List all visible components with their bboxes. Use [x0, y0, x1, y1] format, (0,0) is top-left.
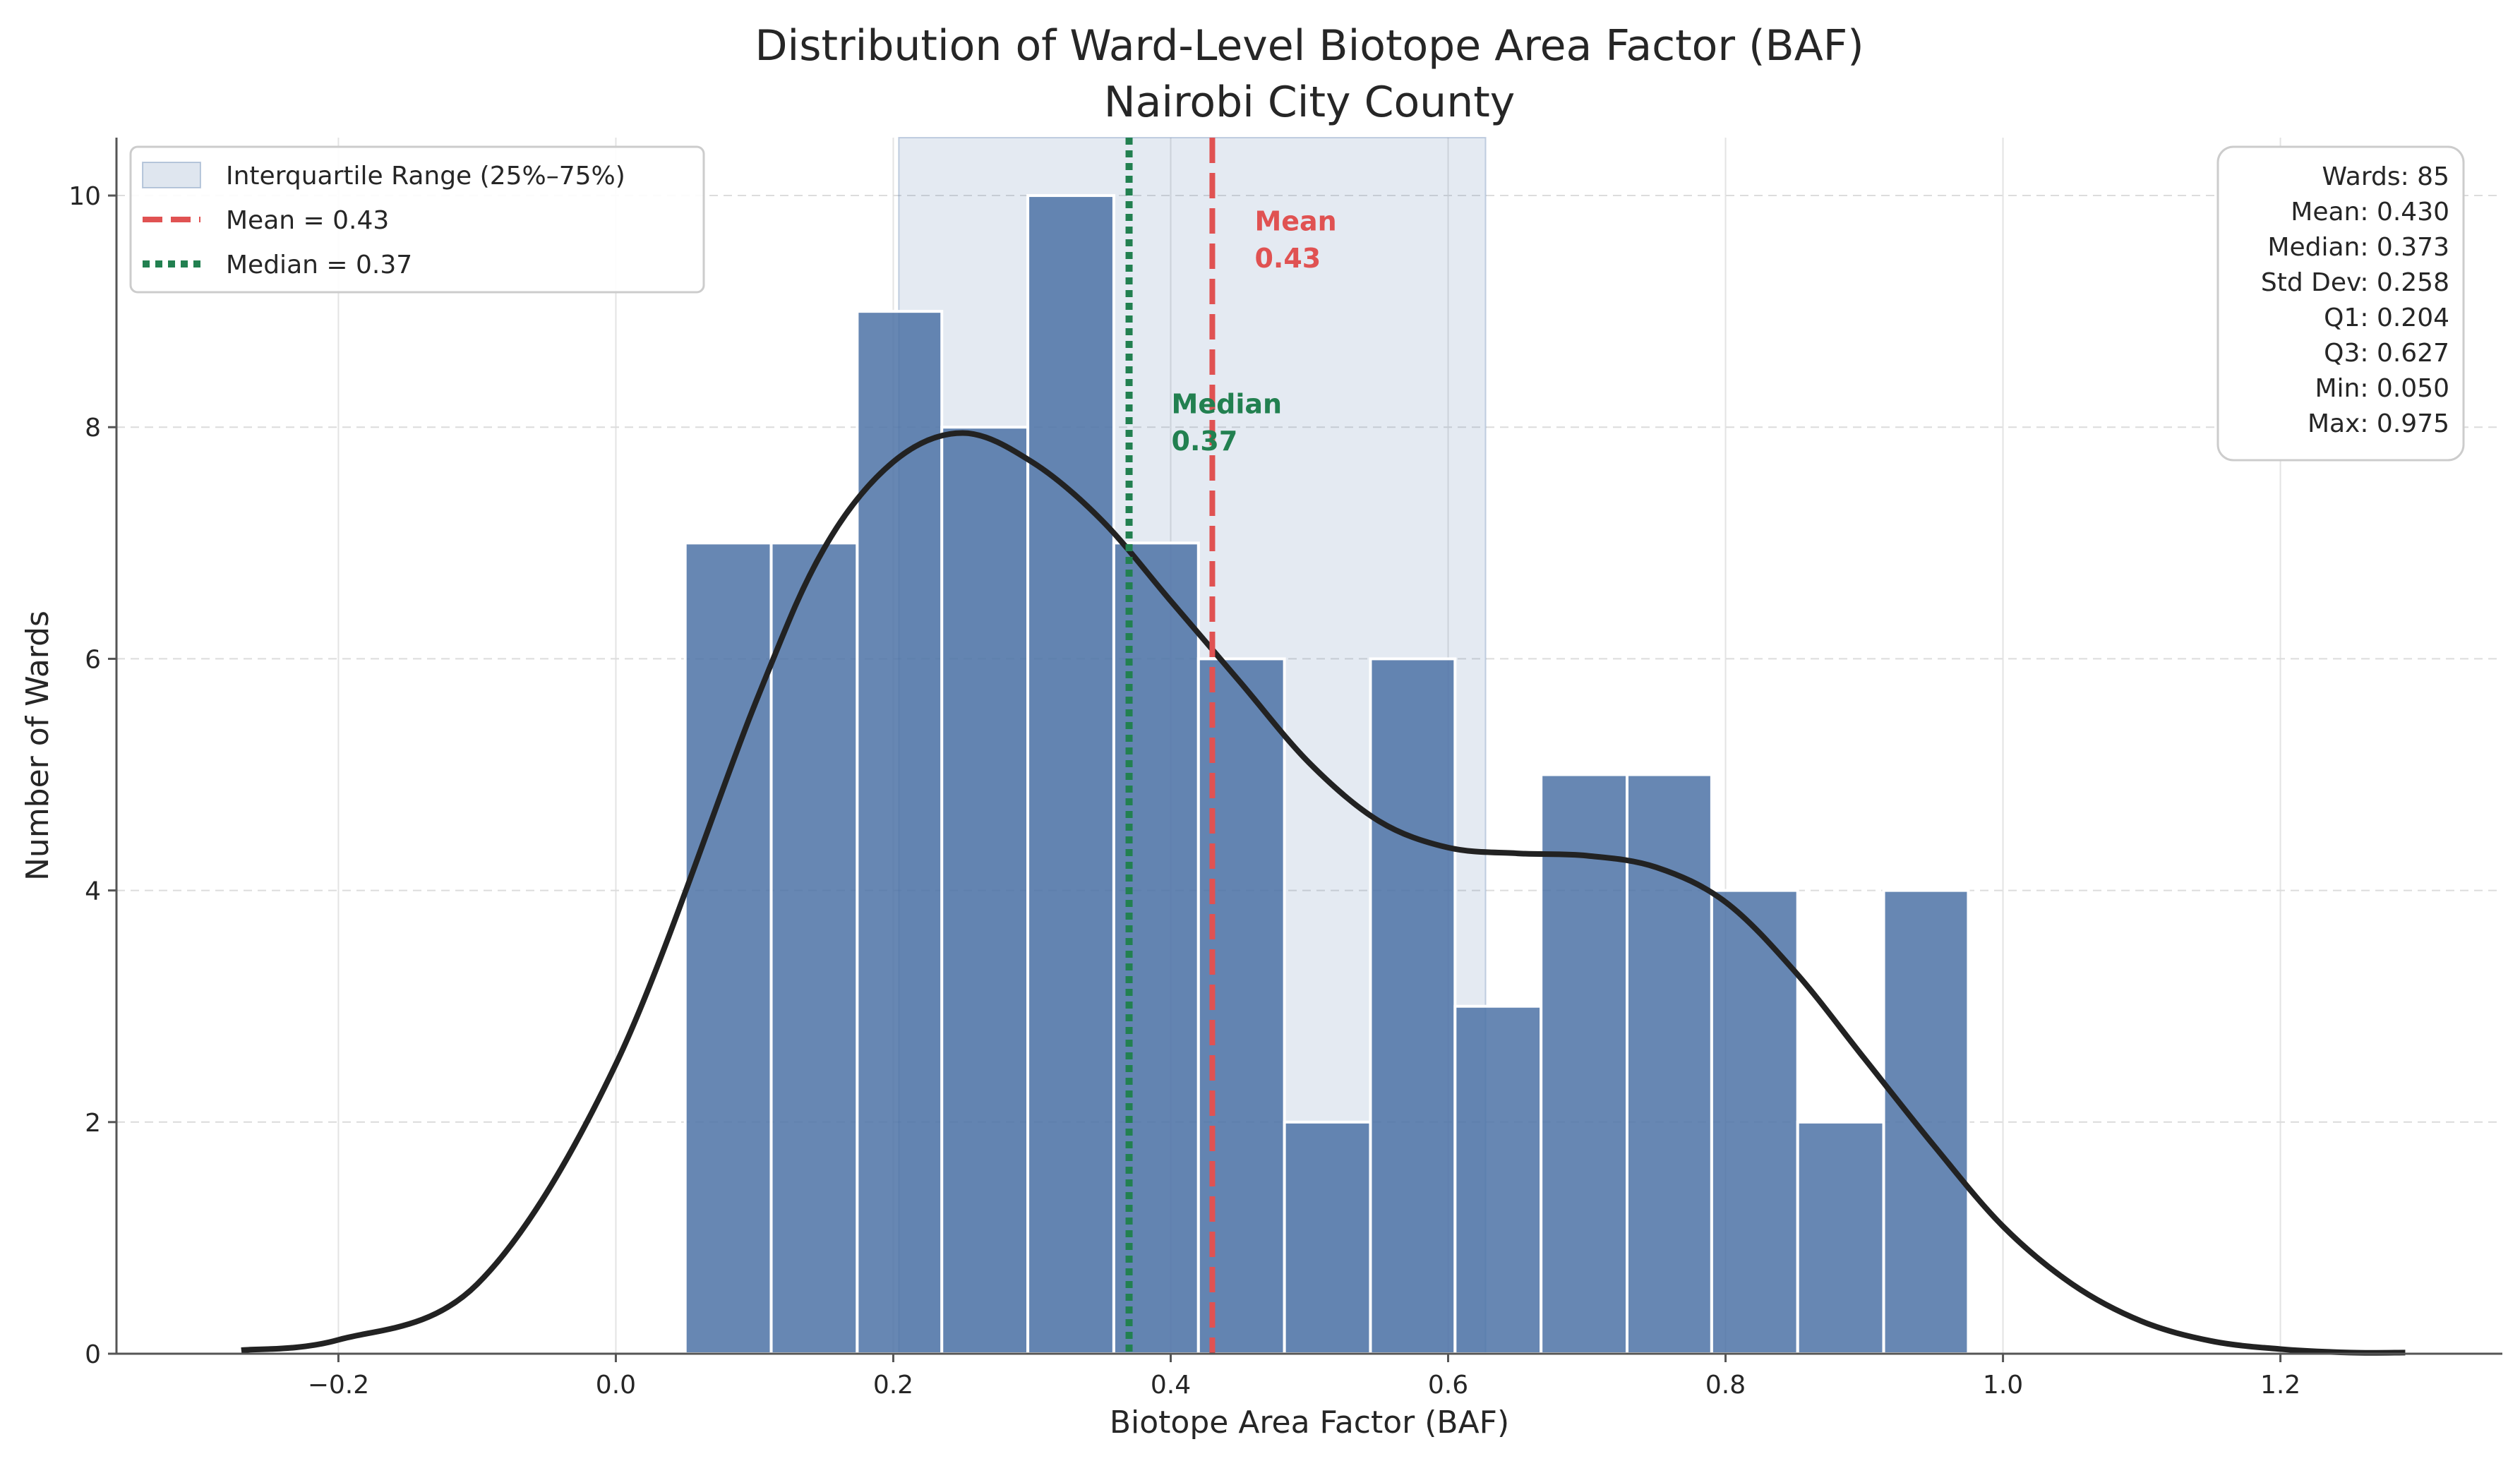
- stats-line: Q3: 0.627: [2324, 339, 2449, 368]
- stats-line: Max: 0.975: [2308, 409, 2449, 438]
- x-tick-label: 0.4: [1151, 1371, 1191, 1400]
- stats-line: Mean: 0.430: [2291, 198, 2449, 227]
- stats-line: Wards: 85: [2322, 162, 2449, 191]
- histogram-bar: [856, 310, 944, 1356]
- legend-entry-label: Mean = 0.43: [226, 206, 389, 235]
- x-tick-label: 0.8: [1705, 1371, 1746, 1400]
- histogram-bar: [1882, 889, 1970, 1355]
- y-tick-label: 0: [85, 1340, 101, 1369]
- legend-swatch-iqr: [142, 162, 201, 188]
- y-tick-label: 8: [85, 414, 101, 443]
- y-tick-label: 2: [85, 1109, 101, 1138]
- histogram-bar: [1369, 657, 1457, 1355]
- x-tick-label: 1.0: [1983, 1371, 2023, 1400]
- histogram-bar: [940, 426, 1030, 1356]
- legend-box: [129, 145, 705, 294]
- stats-line: Std Dev: 0.258: [2261, 268, 2449, 297]
- x-axis-label: Biotope Area Factor (BAF): [1110, 1405, 1509, 1441]
- y-tick-label: 4: [85, 877, 101, 906]
- x-tick-label: 0.2: [873, 1371, 913, 1400]
- histogram-bar: [769, 541, 859, 1355]
- y-axis-label: Number of Wards: [20, 611, 56, 881]
- legend-entry-label: Median = 0.37: [226, 251, 412, 279]
- chart-subtitle: Nairobi City County: [1104, 78, 1516, 127]
- histogram-bar: [1540, 773, 1629, 1355]
- histogram-bar: [1796, 1120, 1885, 1356]
- stats-line: Q1: 0.204: [2324, 303, 2449, 332]
- x-tick-label: −0.2: [308, 1371, 369, 1400]
- kde-curve: [241, 430, 2406, 1356]
- median-annotation-value: 0.37: [1172, 426, 1238, 457]
- x-tick-label: 0.0: [596, 1371, 636, 1400]
- mean-annotation-label: Mean: [1254, 205, 1336, 236]
- x-tick-label: 0.6: [1428, 1371, 1468, 1400]
- stats-line: Median: 0.373: [2267, 233, 2449, 262]
- stats-box: [2216, 145, 2465, 462]
- mean-annotation-value: 0.43: [1254, 243, 1321, 274]
- histogram-bar: [683, 541, 773, 1355]
- histogram-bar: [1453, 1004, 1543, 1355]
- chart-title: Distribution of Ward-Level Biotope Area …: [755, 21, 1864, 71]
- histogram-bar: [1710, 889, 1799, 1355]
- stats-line: Min: 0.050: [2315, 374, 2449, 403]
- y-tick-label: 10: [68, 182, 101, 211]
- x-tick-label: 1.2: [2260, 1371, 2300, 1400]
- y-tick-label: 6: [85, 645, 101, 674]
- histogram-bar: [1283, 1120, 1372, 1356]
- legend-entry-label: Interquartile Range (25%–75%): [226, 162, 625, 191]
- histogram-bar: [1026, 194, 1115, 1355]
- median-annotation-label: Median: [1172, 389, 1283, 420]
